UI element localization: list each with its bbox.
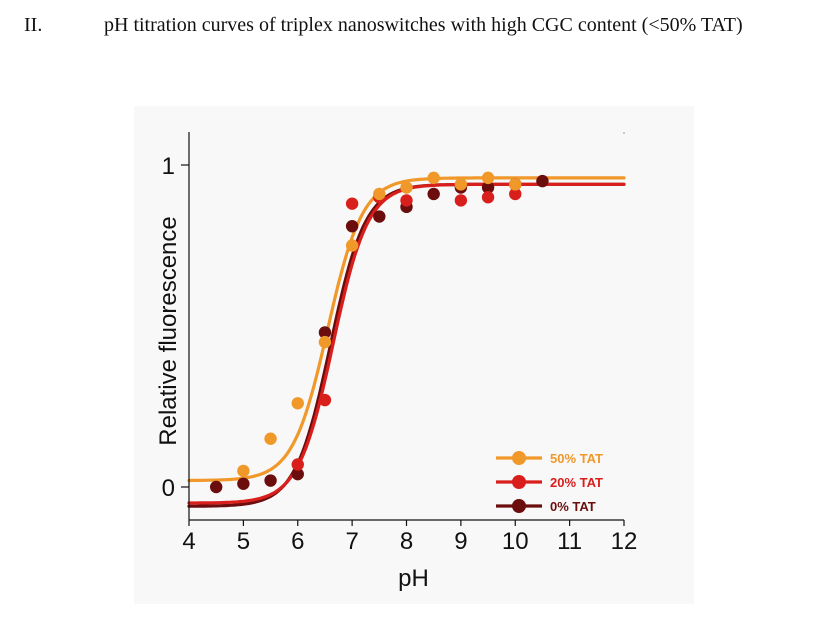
data-point-series-1 (291, 458, 304, 471)
data-point-series-2 (427, 187, 440, 201)
document-title: pH titration curves of triplex nanoswitc… (104, 14, 743, 36)
data-point-series-1 (400, 194, 413, 207)
data-point-series-0 (264, 432, 277, 445)
data-point-series-2 (237, 477, 250, 490)
data-point-series-0 (291, 397, 304, 410)
x-tick-label: 11 (557, 528, 582, 555)
fit-curve-series-0 (187, 176, 626, 483)
data-point-series-0 (400, 181, 413, 194)
legend: 50% TAT 20% TAT 0% TAT (496, 451, 603, 514)
x-tick-label: 6 (291, 528, 304, 555)
data-point-series-0 (237, 464, 250, 478)
legend-marker (512, 451, 526, 465)
data-point-series-1 (509, 187, 522, 201)
data-point-series-0 (427, 171, 440, 185)
data-point-series-2 (264, 474, 277, 487)
data-point-series-0 (454, 178, 468, 191)
data-point-series-1 (481, 191, 495, 204)
legend-marker (512, 499, 526, 513)
data-point-series-0 (373, 187, 386, 201)
data-point-series-2 (481, 181, 495, 194)
legend-label: 50% TAT (550, 451, 603, 466)
legend-label: 0% TAT (550, 499, 596, 514)
legend-label: 20% TAT (550, 475, 603, 490)
y-tick-label: 0 (162, 475, 175, 502)
data-point-series-2 (291, 467, 304, 481)
data-point-series-2 (209, 480, 223, 494)
data-point-series-0 (481, 171, 495, 185)
x-tick-label: 7 (345, 528, 358, 555)
axes: 4 5 6 7 8 9 10 11 12 0 1 pH Relative fluorescence (155, 132, 637, 592)
data-point-series-0 (318, 335, 332, 349)
titration-chart: 4 5 6 7 8 9 10 11 12 0 1 pH Relative fluorescence 50… (155, 132, 637, 592)
legend-marker (512, 475, 526, 489)
data-point-series-2 (536, 174, 549, 188)
data-point-series-2 (373, 210, 386, 223)
x-tick-label: 8 (400, 528, 413, 555)
x-tick-label: 9 (454, 528, 467, 555)
y-tick-label: 1 (162, 153, 175, 180)
x-tick-label: 5 (237, 528, 250, 555)
x-tick-label: 4 (182, 528, 195, 555)
data-point-series-0 (509, 178, 522, 191)
x-tick-label: 10 (502, 528, 529, 555)
section-number: II. (24, 14, 43, 36)
x-tick-label: 12 (611, 528, 638, 555)
data-point-series-1 (318, 393, 332, 407)
data-points (209, 171, 549, 494)
x-axis-label: pH (398, 565, 429, 592)
data-point-series-2 (345, 219, 359, 233)
data-point-series-1 (345, 197, 359, 210)
document-header: II. pH titration curves of triplex nanos… (0, 14, 831, 44)
chart-figure: 4 5 6 7 8 9 10 11 12 0 1 pH Relative fluorescence 50… (134, 106, 694, 604)
data-point-series-1 (454, 194, 468, 207)
data-point-series-2 (318, 326, 332, 339)
data-point-series-0 (345, 239, 359, 252)
y-axis-label: Relative fluorescence (155, 216, 182, 445)
